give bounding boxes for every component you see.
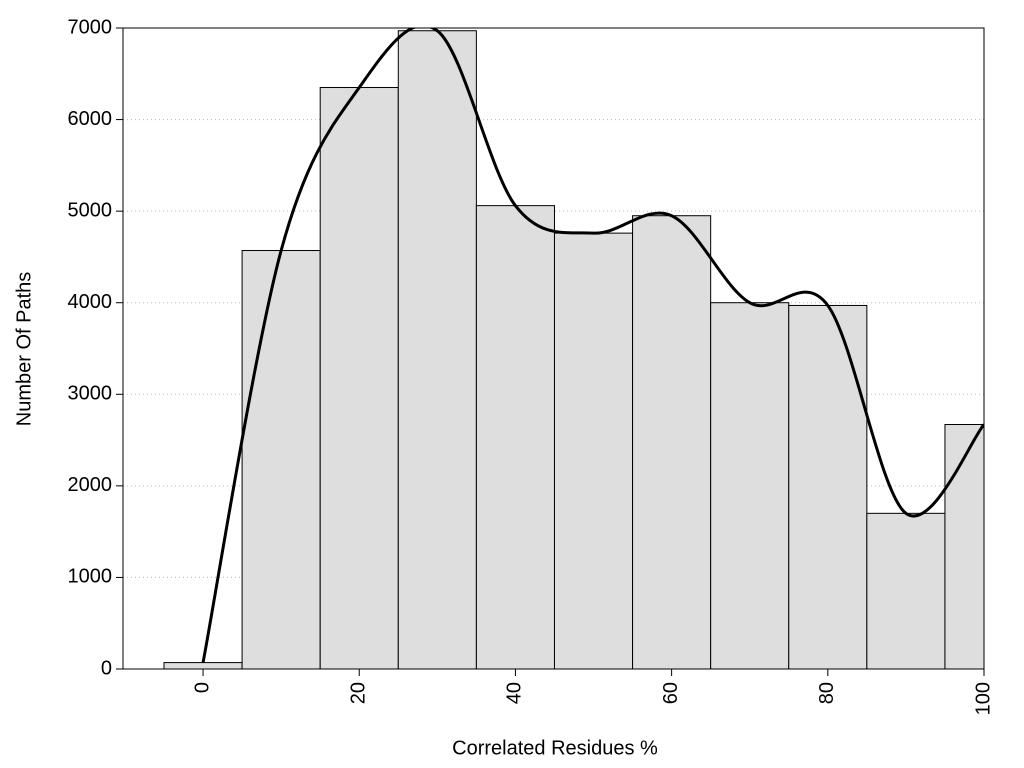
x-tick-label: 0 [191, 682, 213, 693]
bars [163, 30, 984, 669]
bar [944, 424, 984, 669]
bar [397, 30, 477, 669]
plot-frame [122, 27, 985, 670]
bar [788, 304, 868, 669]
x-tick-label: 20 [348, 682, 370, 704]
x-tick-label: 80 [816, 682, 838, 704]
bar [632, 215, 712, 669]
bar [319, 87, 399, 669]
y-tick-label: 6000 [68, 108, 113, 130]
bar [163, 662, 243, 669]
x-tick-label: 40 [504, 682, 526, 704]
y-tick-label: 0 [101, 657, 112, 679]
bar [866, 512, 946, 669]
bar [710, 302, 790, 669]
bar [241, 250, 321, 669]
y-tick-label: 4000 [68, 291, 113, 313]
curve-layer [201, 28, 984, 663]
y-tick-label: 3000 [68, 383, 113, 405]
y-tick-label: 5000 [68, 199, 113, 221]
axes: 0 1000 2000 3000 4000 5000 6000 7000 0 20 40 60 80 10… [68, 16, 995, 715]
bar [553, 232, 634, 669]
y-tick-label: 7000 [68, 16, 113, 38]
y-tick-label: 1000 [68, 566, 113, 588]
density-curve [201, 28, 984, 663]
x-axis-label: Correlated Residues % [452, 737, 658, 759]
y-axis-label: Number Of Paths [13, 272, 35, 427]
y-tick-label: 2000 [68, 474, 113, 496]
x-tick-label: 60 [660, 682, 682, 704]
x-tick-label: 100 [972, 682, 994, 715]
bar [475, 205, 555, 669]
